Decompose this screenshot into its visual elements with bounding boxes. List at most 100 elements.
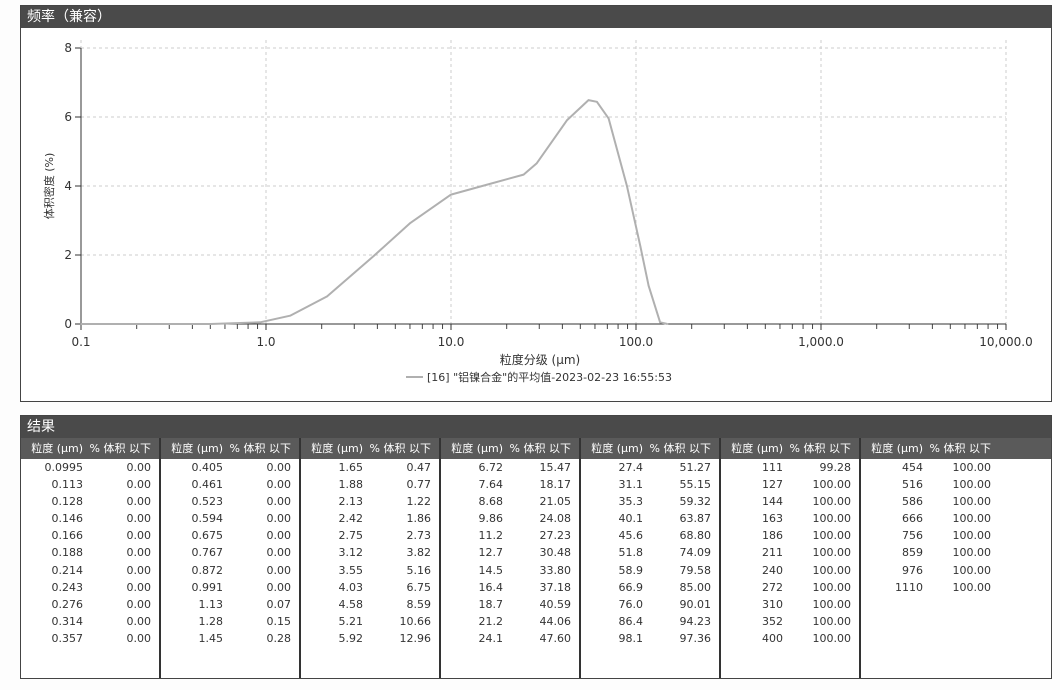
x-axis-label: 粒度分级 (μm) bbox=[500, 352, 581, 367]
table-row: 0.405 0.00 bbox=[161, 459, 299, 476]
size-cell: 0.128 bbox=[51, 495, 84, 509]
percent-cell: 21.05 bbox=[539, 495, 572, 509]
size-cell: 127 bbox=[762, 478, 783, 492]
size-cell: 586 bbox=[902, 495, 923, 509]
table-row: 454 100.00 bbox=[861, 459, 1051, 476]
table-row: 40.1 63.87 bbox=[581, 510, 719, 527]
percent-cell: 100.00 bbox=[952, 529, 992, 543]
data-point bbox=[626, 185, 628, 188]
size-cell: 0.276 bbox=[51, 597, 84, 611]
table-row: 24.1 47.60 bbox=[441, 630, 579, 647]
table-row: 3.55 5.16 bbox=[301, 562, 439, 579]
percent-cell: 0.00 bbox=[126, 597, 152, 611]
size-cell: 66.9 bbox=[618, 580, 644, 594]
y-tick-label: 6 bbox=[64, 110, 72, 124]
data-point bbox=[596, 101, 598, 103]
size-cell: 12.7 bbox=[478, 546, 504, 560]
column-header-row: 粒度 (μm) % 体积 以下 bbox=[861, 438, 1051, 459]
percent-cell: 100.00 bbox=[812, 614, 852, 628]
size-cell: 16.4 bbox=[478, 580, 504, 594]
column-header-row: 粒度 (μm) % 体积 以下 bbox=[161, 438, 299, 459]
percent-cell: 0.15 bbox=[266, 614, 292, 628]
header-size: 粒度 (μm) bbox=[451, 442, 503, 455]
percent-cell: 37.18 bbox=[539, 580, 572, 594]
size-cell: 31.1 bbox=[618, 478, 644, 492]
size-cell: 14.5 bbox=[478, 563, 504, 577]
percent-cell: 100.00 bbox=[812, 563, 852, 577]
percent-cell: 0.28 bbox=[266, 631, 292, 645]
column-header-row: 粒度 (μm) % 体积 以下 bbox=[21, 438, 159, 459]
size-cell: 310 bbox=[762, 597, 783, 611]
table-row: 127 100.00 bbox=[721, 476, 859, 493]
size-cell: 240 bbox=[762, 563, 783, 577]
header-size: 粒度 (μm) bbox=[591, 442, 643, 455]
table-row: 0.146 0.00 bbox=[21, 510, 159, 527]
data-point bbox=[666, 323, 669, 325]
size-cell: 111 bbox=[762, 461, 783, 474]
size-cell: 186 bbox=[762, 529, 783, 543]
percent-cell: 100.00 bbox=[812, 495, 852, 509]
results-column-group: 粒度 (μm) % 体积 以下 454 100.00 516 100.00 586 100.0… bbox=[861, 438, 1051, 678]
size-cell: 1.13 bbox=[198, 597, 224, 611]
results-column-group: 粒度 (μm) % 体积 以下 6.72 15.47 7.64 18.17 8.68 21.0… bbox=[441, 438, 581, 678]
legend-entry: [16] "铝镍合金"的平均值-2023-02-23 16:55:53 bbox=[427, 370, 672, 384]
header-size: 粒度 (μm) bbox=[171, 442, 223, 455]
size-cell: 454 bbox=[902, 461, 923, 474]
percent-cell: 0.00 bbox=[266, 563, 292, 577]
table-row: 6.72 15.47 bbox=[441, 459, 579, 476]
percent-cell: 63.87 bbox=[679, 512, 712, 526]
percent-cell: 100.00 bbox=[812, 546, 852, 560]
table-row: 0.991 0.00 bbox=[161, 579, 299, 596]
table-row: 1110 100.00 bbox=[861, 579, 1051, 596]
percent-cell: 74.09 bbox=[679, 546, 712, 560]
header-percent: % 体积 以下 bbox=[509, 442, 571, 455]
size-cell: 21.2 bbox=[478, 614, 504, 628]
table-row: 1.45 0.28 bbox=[161, 630, 299, 647]
table-row: 18.7 40.59 bbox=[441, 596, 579, 613]
table-row: 163 100.00 bbox=[721, 510, 859, 527]
column-header-row: 粒度 (μm) % 体积 以下 bbox=[301, 438, 439, 459]
data-point bbox=[639, 245, 642, 247]
table-row: 2.13 1.22 bbox=[301, 493, 439, 510]
percent-cell: 0.00 bbox=[266, 529, 292, 543]
table-row: 7.64 18.17 bbox=[441, 476, 579, 493]
percent-cell: 0.00 bbox=[266, 546, 292, 560]
data-point bbox=[372, 255, 375, 257]
size-cell: 2.13 bbox=[338, 495, 364, 509]
frequency-chart: 0 2 4 6 8 0.1 1.0 10.0 100.0 1,000.0 10,000.0 粒度分级 … bbox=[42, 40, 1033, 384]
percent-cell: 0.00 bbox=[266, 580, 292, 594]
percent-cell: 94.23 bbox=[679, 614, 712, 628]
size-cell: 3.12 bbox=[338, 546, 364, 560]
results-title: 结果 bbox=[21, 416, 1051, 438]
data-point bbox=[326, 295, 328, 298]
table-row: 16.4 37.18 bbox=[441, 579, 579, 596]
table-row: 35.3 59.32 bbox=[581, 493, 719, 510]
percent-cell: 100.00 bbox=[952, 580, 992, 594]
size-cell: 98.1 bbox=[618, 631, 644, 645]
size-cell: 516 bbox=[902, 478, 923, 492]
size-cell: 4.03 bbox=[338, 580, 364, 594]
x-tick-label: 0.1 bbox=[71, 335, 90, 349]
size-cell: 0.991 bbox=[191, 580, 224, 594]
percent-cell: 0.00 bbox=[266, 478, 292, 492]
table-row: 8.68 21.05 bbox=[441, 493, 579, 510]
table-row: 4.03 6.75 bbox=[301, 579, 439, 596]
size-cell: 18.7 bbox=[478, 597, 504, 611]
table-row: 272 100.00 bbox=[721, 579, 859, 596]
x-tick-label: 1,000.0 bbox=[798, 335, 844, 349]
percent-cell: 79.58 bbox=[679, 563, 712, 577]
size-cell: 76.0 bbox=[618, 597, 644, 611]
size-cell: 3.55 bbox=[338, 563, 364, 577]
size-cell: 0.872 bbox=[191, 563, 224, 577]
percent-cell: 0.00 bbox=[126, 478, 152, 492]
table-row: 0.767 0.00 bbox=[161, 544, 299, 561]
percent-cell: 1.86 bbox=[406, 512, 432, 526]
size-cell: 756 bbox=[902, 529, 923, 543]
percent-cell: 33.80 bbox=[539, 563, 572, 577]
table-row: 5.92 12.96 bbox=[301, 630, 439, 647]
size-cell: 40.1 bbox=[618, 512, 644, 526]
size-cell: 0.594 bbox=[191, 512, 224, 526]
size-cell: 0.166 bbox=[51, 529, 84, 543]
table-row: 0.276 0.00 bbox=[21, 596, 159, 613]
percent-cell: 47.60 bbox=[539, 631, 572, 645]
